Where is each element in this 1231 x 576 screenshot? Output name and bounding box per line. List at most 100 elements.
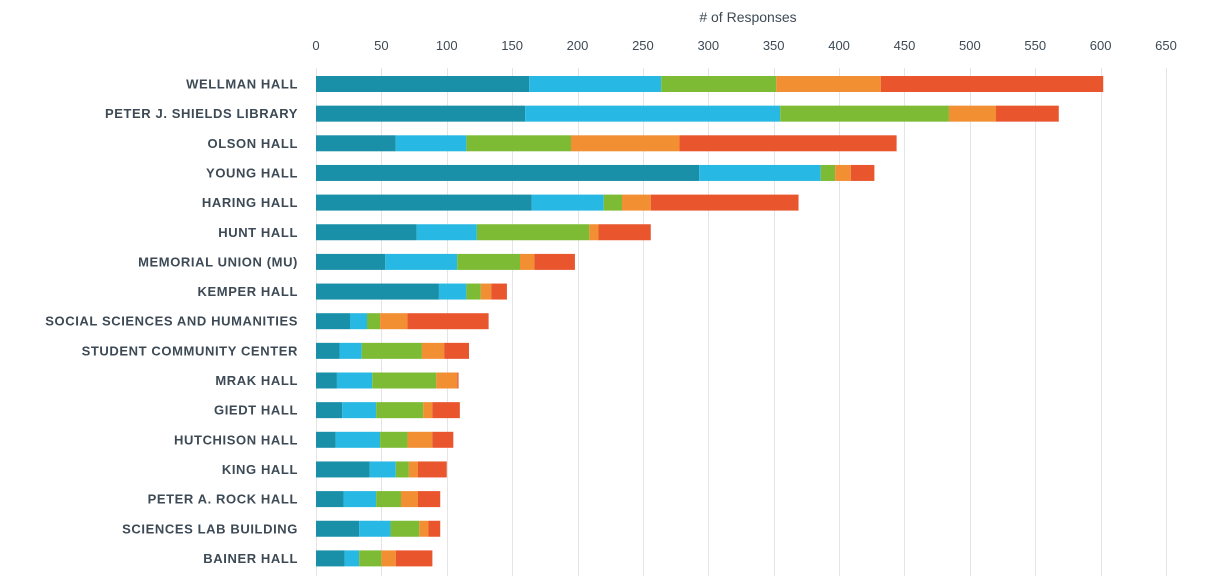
bar-segment-series-1 xyxy=(316,224,417,241)
bar-segment-series-5 xyxy=(880,76,1104,92)
bar-segment-series-1 xyxy=(316,253,386,270)
bar-segment-series-4 xyxy=(480,283,492,300)
category-label: GIEDT HALL xyxy=(214,403,298,418)
bar-segment-series-1 xyxy=(316,461,370,478)
bar-segment-series-3 xyxy=(466,135,571,152)
gridlines xyxy=(316,68,1167,576)
bar-segment-series-3 xyxy=(380,431,408,448)
bar-segment-series-1 xyxy=(316,313,350,330)
bar-segment-series-3 xyxy=(476,224,590,241)
category-label: BAINER HALL xyxy=(203,551,298,566)
x-tick-label: 300 xyxy=(697,38,719,53)
bar-segment-series-1 xyxy=(316,372,337,389)
bar-segment-series-2 xyxy=(395,135,467,152)
bar-segment-series-4 xyxy=(419,520,429,537)
bar-segment-series-5 xyxy=(428,520,441,537)
bar-segment-series-1 xyxy=(316,164,700,181)
category-label: YOUNG HALL xyxy=(206,165,298,180)
bar-segment-series-2 xyxy=(438,283,467,300)
bar-segment-series-2 xyxy=(339,342,362,359)
bar-segment-series-2 xyxy=(369,461,396,478)
bar-segment-series-4 xyxy=(380,313,408,330)
bar-segment-series-3 xyxy=(367,313,381,330)
bar-segment-series-5 xyxy=(418,461,447,478)
bar-segment-series-4 xyxy=(421,342,445,359)
bar-segment-series-2 xyxy=(344,550,360,567)
bar-segment-series-5 xyxy=(850,164,875,181)
bar-segment-series-3 xyxy=(603,194,622,211)
x-tick-label: 650 xyxy=(1155,38,1177,53)
x-tick-label: 200 xyxy=(567,38,589,53)
category-label: MRAK HALL xyxy=(215,373,298,388)
bar-segment-series-5 xyxy=(996,105,1059,122)
x-tick-label: 100 xyxy=(436,38,458,53)
bar-segment-series-4 xyxy=(423,402,433,419)
x-tick-label: 0 xyxy=(312,38,319,53)
bar-segment-series-4 xyxy=(408,461,418,478)
category-label: WELLMAN HALL xyxy=(186,77,298,92)
x-axis-title: # of Responses xyxy=(699,9,796,25)
bar-segment-series-5 xyxy=(598,224,651,241)
bar-segment-series-1 xyxy=(316,520,360,537)
bar-segment-series-1 xyxy=(316,283,439,300)
bar-segment-series-5 xyxy=(407,313,489,330)
category-label: SOCIAL SCIENCES AND HUMANITIES xyxy=(45,314,298,329)
bar-segment-series-1 xyxy=(316,194,532,211)
bar-segment-series-3 xyxy=(780,105,949,122)
category-labels: WELLMAN HALL PETER J. SHIELDS LIBRARY OLSO… xyxy=(45,77,299,566)
bar-segment-series-4 xyxy=(776,76,881,92)
bar-segment-series-2 xyxy=(525,105,781,122)
bar-segment-series-2 xyxy=(343,491,377,508)
x-tick-label: 600 xyxy=(1090,38,1112,53)
bar-segment-series-2 xyxy=(335,431,381,448)
bar-segment-series-5 xyxy=(457,372,459,389)
x-tick-label: 400 xyxy=(828,38,850,53)
bar-segment-series-4 xyxy=(401,491,418,508)
bar-segment-series-2 xyxy=(336,372,373,389)
bar-segment-series-5 xyxy=(534,253,575,270)
bar-segment-series-5 xyxy=(650,194,799,211)
bar-segment-series-5 xyxy=(432,431,454,448)
x-tick-label: 50 xyxy=(374,38,388,53)
bar-segment-series-1 xyxy=(316,135,396,152)
bars xyxy=(316,76,1104,567)
bar-segment-series-4 xyxy=(948,105,996,122)
bar-segment-series-4 xyxy=(436,372,458,389)
bar-segment-series-4 xyxy=(381,550,396,567)
category-label: KEMPER HALL xyxy=(198,284,299,299)
x-tick-label: 450 xyxy=(894,38,916,53)
x-axis-ticks: 0 50 100 150 200 250 300 350 400 450 500 550 600 650 xyxy=(312,38,1176,53)
bar-segment-series-2 xyxy=(529,76,662,92)
bar-segment-series-2 xyxy=(416,224,477,241)
bar-segment-series-1 xyxy=(316,402,343,419)
bar-segment-series-3 xyxy=(359,550,382,567)
category-label: STUDENT COMMUNITY CENTER xyxy=(82,343,298,358)
bar-segment-series-1 xyxy=(316,105,526,122)
x-tick-label: 250 xyxy=(632,38,654,53)
bar-segment-series-4 xyxy=(589,224,599,241)
category-label: HUTCHISON HALL xyxy=(174,432,298,447)
bar-segment-series-3 xyxy=(390,520,420,537)
x-tick-label: 550 xyxy=(1024,38,1046,53)
bar-segment-series-5 xyxy=(679,135,897,152)
x-tick-label: 150 xyxy=(501,38,523,53)
bar-segment-series-4 xyxy=(407,431,433,448)
bar-segment-series-4 xyxy=(835,164,851,181)
category-label: PETER J. SHIELDS LIBRARY xyxy=(105,106,298,121)
bar-segment-series-5 xyxy=(432,402,460,419)
category-label: SCIENCES LAB BUILDING xyxy=(122,521,298,536)
bar-segment-series-2 xyxy=(342,402,377,419)
category-label: KING HALL xyxy=(222,462,298,477)
bar-segment-series-3 xyxy=(376,402,424,419)
category-label: OLSON HALL xyxy=(208,136,299,151)
bar-segment-series-5 xyxy=(491,283,507,300)
bar-segment-series-1 xyxy=(316,550,345,567)
bar-segment-series-3 xyxy=(361,342,422,359)
x-tick-label: 350 xyxy=(763,38,785,53)
bar-segment-series-1 xyxy=(316,491,344,508)
bar-segment-series-5 xyxy=(418,491,441,508)
bar-segment-series-2 xyxy=(385,253,458,270)
x-tick-label: 500 xyxy=(959,38,981,53)
bar-segment-series-3 xyxy=(466,283,481,300)
